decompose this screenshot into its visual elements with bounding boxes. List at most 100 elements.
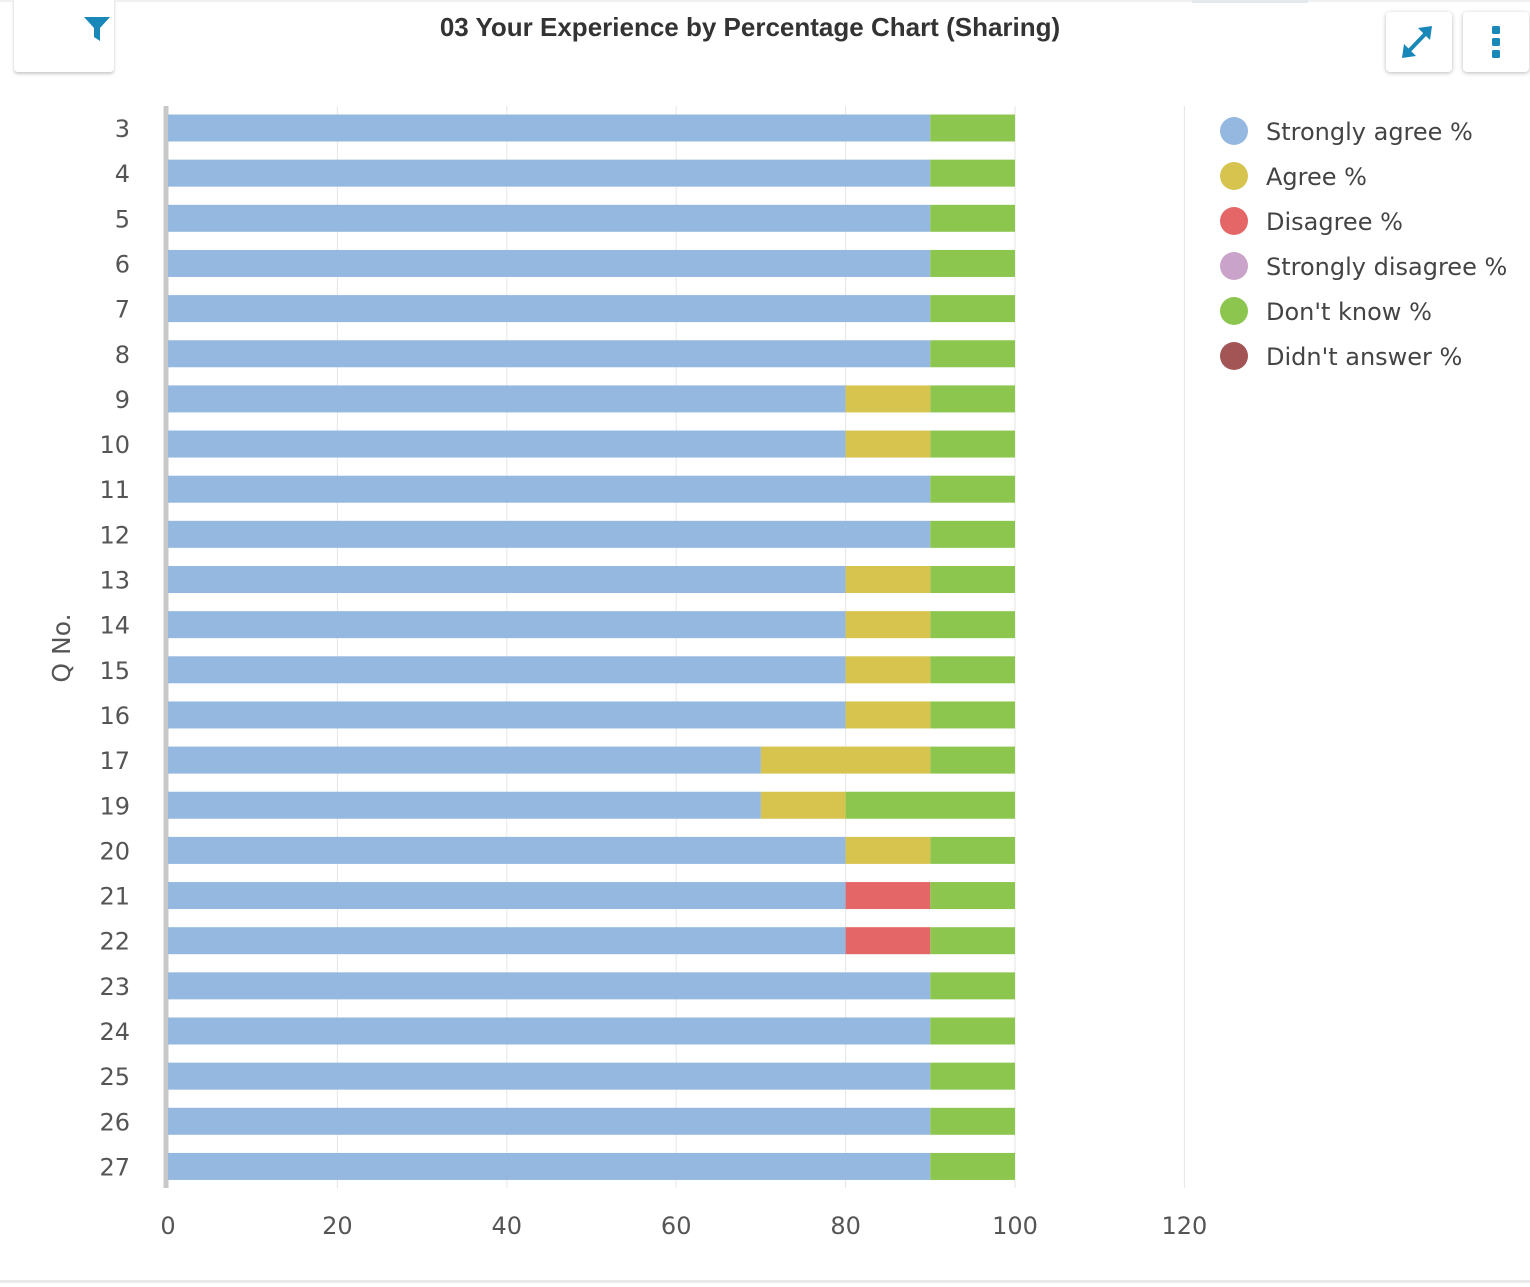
bar-q16-s1 [845, 701, 931, 729]
y-tick-label-21: 21 [99, 883, 130, 911]
bar-q9-s1 [845, 385, 931, 413]
y-tick-label-23: 23 [99, 973, 130, 1001]
bar-q22-s2 [845, 927, 931, 955]
x-tick-label-120: 120 [1161, 1212, 1207, 1240]
bar-q8-s4 [930, 340, 1015, 368]
bar-q10-s1 [845, 430, 931, 458]
x-tick-label-60: 60 [661, 1212, 692, 1240]
bar-q27-s4 [930, 1152, 1015, 1180]
y-tick-label-17: 17 [99, 747, 130, 775]
bar-q13-s4 [930, 566, 1015, 593]
bar-q5-s4 [930, 204, 1015, 232]
bar-q17-s4 [930, 746, 1015, 774]
legend-label-3: Strongly disagree % [1266, 253, 1507, 281]
bar-q4-s0 [168, 159, 931, 187]
chart-title: 03 Your Experience by Percentage Chart (… [439, 12, 1061, 42]
legend-label-4: Don't know % [1266, 298, 1432, 326]
bar-q19-s1 [760, 791, 846, 819]
y-tick-label-24: 24 [99, 1018, 130, 1046]
legend-marker-2 [1220, 207, 1248, 235]
bar-q27-s0 [168, 1152, 931, 1180]
y-tick-label-13: 13 [99, 567, 130, 595]
bar-q3-s4 [930, 114, 1015, 142]
x-tick-labels: 0 20 40 60 80 100 120 [160, 1212, 1207, 1240]
bar-q20-s4 [930, 836, 1015, 864]
legend: Strongly agree % Agree % Disagree % Strongl… [1220, 117, 1507, 371]
bar-q16-s4 [930, 701, 1015, 729]
bar-q4-s4 [930, 159, 1015, 187]
bar-q3-s0 [168, 114, 931, 142]
y-tick-label-20: 20 [99, 837, 130, 865]
x-tick-label-40: 40 [492, 1212, 523, 1240]
bars [168, 114, 1015, 1180]
bar-q19-s0 [168, 791, 761, 819]
y-tick-label-4: 4 [115, 160, 130, 188]
bar-q9-s0 [168, 385, 846, 413]
y-axis-label: Q No. [47, 613, 76, 682]
bar-q14-s4 [930, 611, 1015, 639]
bar-q9-s4 [930, 385, 1015, 413]
bar-q25-s4 [930, 1062, 1015, 1090]
y-tick-label-12: 12 [99, 521, 130, 549]
bottom-border [0, 1280, 1530, 1283]
bar-q15-s0 [168, 656, 846, 684]
legend-marker-0 [1220, 117, 1248, 145]
bar-q24-s4 [930, 1017, 1015, 1045]
bar-q17-s1 [760, 746, 931, 774]
bar-q12-s0 [168, 520, 931, 548]
legend-label-1: Agree % [1266, 163, 1367, 191]
legend-label-0: Strongly agree % [1266, 118, 1473, 146]
bar-q17-s0 [168, 746, 761, 774]
y-tick-label-27: 27 [99, 1153, 130, 1181]
legend-label-5: Didn't answer % [1266, 343, 1462, 371]
menu-button[interactable] [1463, 12, 1529, 72]
bar-q7-s0 [168, 295, 931, 323]
x-tick-label-0: 0 [160, 1212, 175, 1240]
x-tick-label-80: 80 [830, 1212, 861, 1240]
top-border-accent [1192, 0, 1308, 3]
bar-q15-s1 [845, 656, 931, 684]
kebab-menu-icon [1492, 26, 1500, 58]
y-tick-label-8: 8 [115, 341, 130, 369]
y-tick-label-3: 3 [115, 115, 130, 143]
y-tick-label-6: 6 [115, 250, 130, 278]
bar-q24-s0 [168, 1017, 931, 1045]
y-tick-label-15: 15 [99, 657, 130, 685]
grid-lines [163, 106, 1185, 1188]
y-tick-label-11: 11 [99, 476, 130, 504]
y-tick-label-14: 14 [99, 612, 130, 640]
bar-q21-s2 [845, 882, 931, 910]
y-tick-label-16: 16 [99, 702, 130, 730]
bar-q25-s0 [168, 1062, 931, 1090]
bar-q23-s4 [930, 972, 1015, 1000]
y-tick-label-5: 5 [115, 205, 130, 233]
bar-q8-s0 [168, 340, 931, 368]
y-tick-label-19: 19 [99, 792, 130, 820]
y-tick-label-7: 7 [115, 296, 130, 324]
filter-button[interactable] [14, 0, 114, 72]
legend-marker-1 [1220, 162, 1248, 190]
legend-marker-5 [1220, 342, 1248, 370]
bar-q14-s1 [845, 611, 931, 639]
expand-icon [1402, 26, 1432, 58]
bar-q20-s1 [845, 836, 931, 864]
bar-q22-s4 [930, 927, 1015, 955]
legend-label-2: Disagree % [1266, 208, 1403, 236]
bar-q16-s0 [168, 701, 846, 729]
bar-q6-s0 [168, 249, 931, 277]
bar-q10-s0 [168, 430, 846, 458]
bar-q7-s4 [930, 295, 1015, 323]
legend-marker-4 [1220, 297, 1248, 325]
bar-q12-s4 [930, 520, 1015, 548]
filter-icon [84, 17, 110, 41]
bar-q15-s4 [930, 656, 1015, 684]
bar-q23-s0 [168, 972, 931, 1000]
bar-q13-s1 [845, 566, 931, 593]
legend-marker-3 [1220, 252, 1248, 280]
y-tick-label-26: 26 [99, 1108, 130, 1136]
expand-button[interactable] [1386, 12, 1452, 72]
y-tick-label-25: 25 [99, 1063, 130, 1091]
x-tick-label-20: 20 [322, 1212, 353, 1240]
bar-q22-s0 [168, 927, 846, 955]
